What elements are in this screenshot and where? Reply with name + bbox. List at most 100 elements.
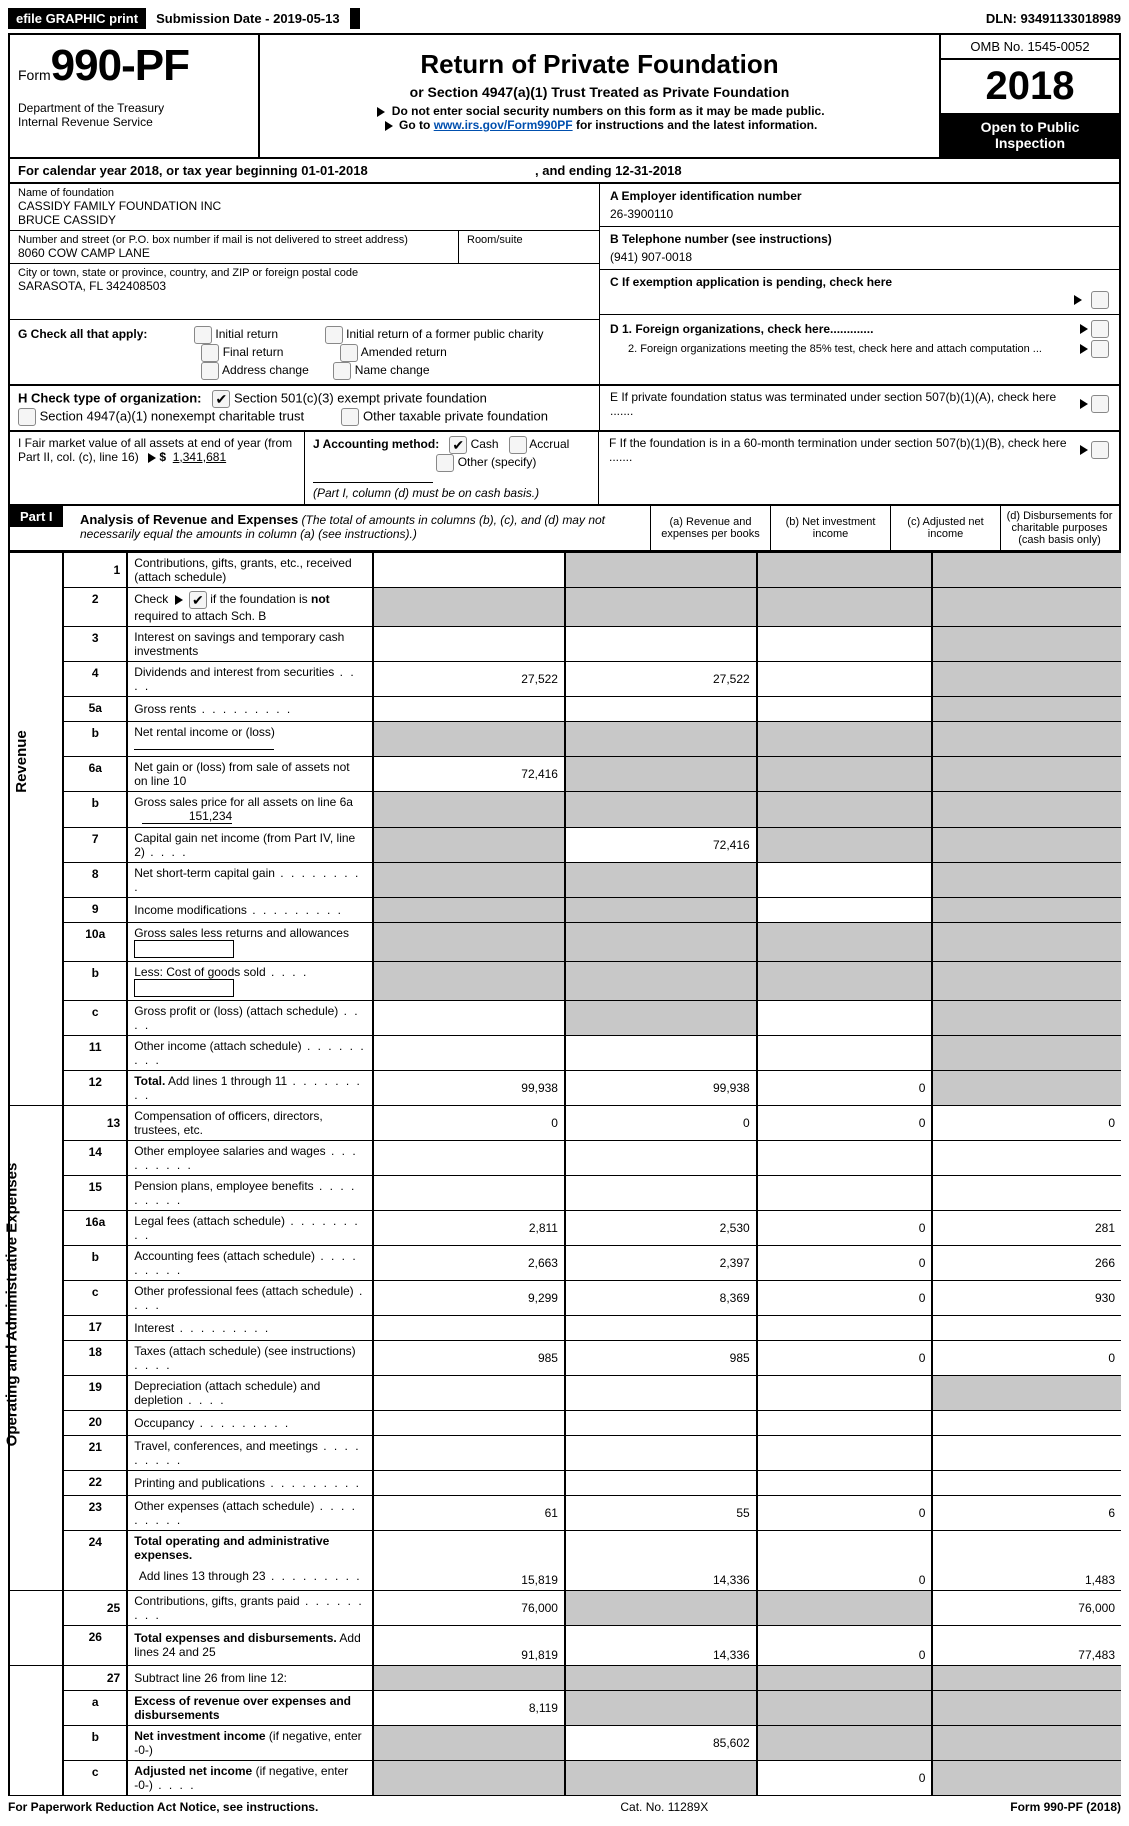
ij-row: I Fair market value of all assets at end… [8, 432, 1121, 506]
h-lbl: H Check type of organization: [18, 390, 201, 405]
room-lbl: Room/suite [467, 234, 591, 246]
name-change-checkbox[interactable] [333, 362, 351, 380]
line-23: 23Other expenses (attach schedule)615506 [9, 1496, 1121, 1531]
line-15: 15Pension plans, employee benefits [9, 1176, 1121, 1211]
addr-lbl: Number and street (or P.O. box number if… [18, 234, 450, 246]
exemption-pending-checkbox[interactable] [1091, 291, 1109, 309]
foreign-org-checkbox[interactable] [1091, 320, 1109, 338]
d-cell: D 1. Foreign organizations, check here..… [600, 315, 1119, 363]
ein-cell: A Employer identification number 26-3900… [600, 184, 1119, 227]
irs-link[interactable]: www.irs.gov/Form990PF [434, 118, 573, 132]
amended-return-checkbox[interactable] [340, 344, 358, 362]
sub2c: for instructions and the latest informat… [576, 118, 817, 132]
line-18: 18Taxes (attach schedule) (see instructi… [9, 1341, 1121, 1376]
j-o3: Other (specify) [458, 455, 537, 469]
line-6b: bGross sales price for all assets on lin… [9, 792, 1121, 828]
line-1: Revenue 1Contributions, gifts, grants, e… [9, 553, 1121, 588]
line-22: 22Printing and publications [9, 1471, 1121, 1496]
4947-checkbox[interactable] [18, 408, 36, 426]
dept2: Internal Revenue Service [18, 115, 250, 129]
submission-date: Submission Date - 2019-05-13 [150, 8, 346, 29]
arrow-icon [1080, 324, 1088, 334]
line-2: 2Check if the foundation is not required… [9, 588, 1121, 627]
g-row: G Check all that apply: Initial return I… [10, 320, 599, 384]
line-19: 19Depreciation (attach schedule) and dep… [9, 1376, 1121, 1411]
line-27c: cAdjusted net income (if negative, enter… [9, 1760, 1121, 1795]
line-13: Operating and Administrative Expenses 13… [9, 1106, 1121, 1141]
phone-value: (941) 907-0018 [610, 250, 1109, 264]
sch-b-checkbox[interactable] [189, 591, 207, 609]
expenses-label: Operating and Administrative Expenses [3, 1163, 20, 1447]
c-lbl: C If exemption application is pending, c… [610, 275, 892, 289]
lines-table: Revenue 1Contributions, gifts, grants, e… [8, 552, 1121, 1796]
col-b-hdr: (b) Net investment income [770, 506, 890, 550]
line-20: 20Occupancy [9, 1411, 1121, 1436]
501c3-checkbox[interactable] [212, 390, 230, 408]
accrual-checkbox[interactable] [509, 436, 527, 454]
line-12: 12Total. Add lines 1 through 1199,93899,… [9, 1071, 1121, 1106]
info-right: A Employer identification number 26-3900… [599, 184, 1119, 384]
g-o5: Address change [222, 363, 309, 377]
initial-return-checkbox[interactable] [194, 326, 212, 344]
city-cell: City or town, state or province, country… [10, 264, 599, 320]
cal-a: For calendar year 2018, or tax year begi… [18, 163, 368, 178]
status-terminated-checkbox[interactable] [1091, 395, 1109, 413]
street-address: 8060 COW CAMP LANE [18, 246, 450, 260]
subtitle1: or Section 4947(a)(1) Trust Treated as P… [268, 84, 931, 100]
form-number: 990-PF [51, 41, 189, 90]
phone-lbl: B Telephone number (see instructions) [610, 232, 1109, 246]
sub2b: Go to [399, 118, 434, 132]
line-16b: bAccounting fees (attach schedule)2,6632… [9, 1246, 1121, 1281]
header-mid: Return of Private Foundation or Section … [260, 35, 939, 157]
line-5a: 5aGross rents [9, 697, 1121, 722]
arrow-icon [385, 121, 393, 131]
line-9: 9Income modifications [9, 898, 1121, 923]
arrow-icon [377, 107, 385, 117]
line-27a: aExcess of revenue over expenses and dis… [9, 1690, 1121, 1725]
arrow-icon [1080, 344, 1088, 354]
j-lbl: J Accounting method: [313, 437, 439, 451]
street-cell: Number and street (or P.O. box number if… [10, 231, 459, 263]
subtitle2: Do not enter social security numbers on … [268, 104, 931, 132]
line-26: 26Total expenses and disbursements. Add … [9, 1625, 1121, 1665]
footer-right: Form 990-PF (2018) [1010, 1800, 1121, 1814]
info-left: Name of foundation CASSIDY FAMILY FOUNDA… [10, 184, 599, 384]
foreign-85-checkbox[interactable] [1091, 340, 1109, 358]
page-footer: For Paperwork Reduction Act Notice, see … [8, 1796, 1121, 1818]
line-3: 3Interest on savings and temporary cash … [9, 627, 1121, 662]
line-16c: cOther professional fees (attach schedul… [9, 1281, 1121, 1316]
city-lbl: City or town, state or province, country… [18, 267, 591, 279]
tax-year: 2018 [941, 60, 1119, 113]
col-d-hdr: (d) Disbursements for charitable purpose… [1000, 506, 1118, 550]
efile-tag: efile GRAPHIC print [8, 8, 146, 29]
initial-former-checkbox[interactable] [325, 326, 343, 344]
60-month-checkbox[interactable] [1091, 441, 1109, 459]
name-cell: Name of foundation CASSIDY FAMILY FOUNDA… [10, 184, 599, 231]
final-return-checkbox[interactable] [201, 344, 219, 362]
e-cell: E If private foundation status was termi… [599, 386, 1119, 430]
d1-lbl: D 1. Foreign organizations, check here..… [610, 322, 1077, 336]
h-o3: Other taxable private foundation [363, 408, 548, 423]
analysis-left: Part I Analysis of Revenue and Expenses … [10, 506, 650, 550]
cal-b: , and ending 12-31-2018 [535, 163, 682, 178]
g-lbl: G Check all that apply: [18, 327, 147, 341]
h-left: H Check type of organization: Section 50… [10, 386, 599, 430]
form-word: Form [18, 67, 51, 83]
line-8: 8Net short-term capital gain [9, 863, 1121, 898]
j-o1: Cash [471, 437, 499, 451]
dln: DLN: 93491133018989 [986, 11, 1121, 26]
line-11: 11Other income (attach schedule) [9, 1036, 1121, 1071]
spacer [350, 8, 360, 29]
other-method-checkbox[interactable] [436, 454, 454, 472]
address-change-checkbox[interactable] [201, 362, 219, 380]
other-taxable-checkbox[interactable] [341, 408, 359, 426]
cash-checkbox[interactable] [449, 436, 467, 454]
line-25: 25Contributions, gifts, grants paid76,00… [9, 1590, 1121, 1625]
h-o2: Section 4947(a)(1) nonexempt charitable … [40, 408, 304, 423]
ein-lbl: A Employer identification number [610, 189, 1109, 203]
j-cell: J Accounting method: Cash Accrual Other … [305, 432, 599, 504]
f-lbl: F If the foundation is in a 60-month ter… [609, 436, 1077, 464]
header-left: Form990-PF Department of the Treasury In… [10, 35, 260, 157]
line-27b: bNet investment income (if negative, ent… [9, 1725, 1121, 1760]
line-10a: 10aGross sales less returns and allowanc… [9, 923, 1121, 962]
